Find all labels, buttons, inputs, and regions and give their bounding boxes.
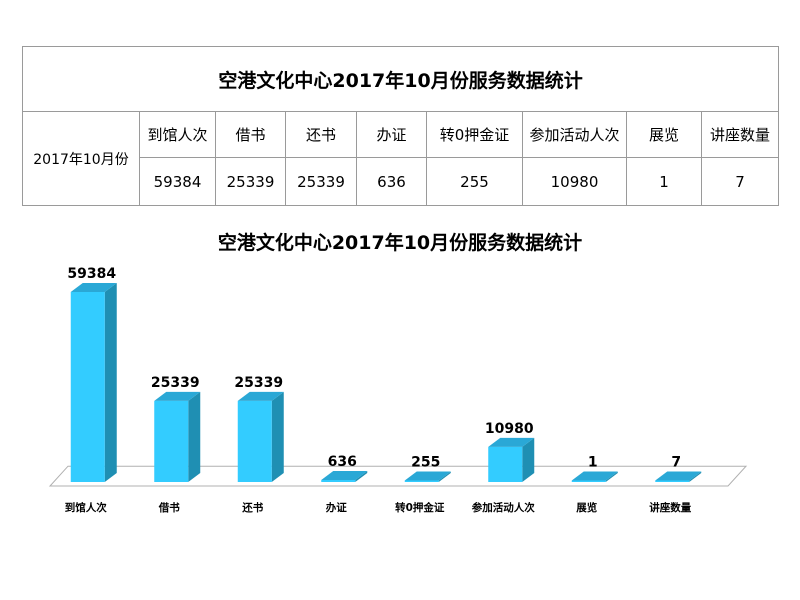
table-title-row: 空港文化中心2017年10月份服务数据统计 <box>21 46 780 112</box>
bar-7 <box>655 480 690 482</box>
tick-label-7: 讲座数量 <box>649 501 691 514</box>
bar-side-7 <box>689 471 702 482</box>
bar-6 <box>571 480 606 482</box>
bar-top-0 <box>70 283 117 292</box>
bar-top-1 <box>154 391 201 401</box>
bar-top-3 <box>321 470 368 480</box>
bar-top-5 <box>488 437 535 447</box>
bar-5 <box>488 446 523 482</box>
tick-label-0: 到馆人次 <box>65 501 107 514</box>
value-cell: 1 <box>626 157 702 206</box>
bar-top-2 <box>237 391 284 401</box>
bar-top-6 <box>571 471 618 481</box>
bar-top-7 <box>655 471 702 481</box>
bar-side-2 <box>271 391 284 482</box>
value-cell: 636 <box>356 157 427 206</box>
bar-1 <box>154 400 189 482</box>
table-title: 空港文化中心2017年10月份服务数据统计 <box>21 46 780 112</box>
bar-side-1 <box>188 391 201 482</box>
value-cell: 59384 <box>139 157 216 206</box>
bar-0 <box>70 292 105 482</box>
tick-label-5: 参加活动人次 <box>472 501 535 514</box>
header-cell: 转0押金证 <box>426 111 523 158</box>
data-label-2: 25339 <box>234 375 283 391</box>
tick-label-4: 转0押金证 <box>395 501 445 514</box>
bar-4 <box>404 480 439 482</box>
value-cell: 10980 <box>522 157 627 206</box>
data-label-6: 1 <box>588 455 598 471</box>
data-label-3: 636 <box>328 454 357 470</box>
bar-top-4 <box>404 471 451 481</box>
chart-title: 空港文化中心2017年10月份服务数据统计 <box>217 232 583 254</box>
tick-label-6: 展览 <box>576 501 597 514</box>
data-label-7: 7 <box>671 455 681 471</box>
value-cell: 255 <box>426 157 523 206</box>
table-header-row: 2017年10月份 到馆人次 借书 还书 办证 转0押金证 参加活动人次 展览 … <box>22 111 780 206</box>
header-cell: 展览 <box>626 111 702 158</box>
header-cell: 参加活动人次 <box>522 111 627 158</box>
data-label-1: 25339 <box>151 375 200 391</box>
bar-side-4 <box>438 471 451 482</box>
header-cell: 讲座数量 <box>700 111 780 158</box>
bar-side-6 <box>605 471 618 482</box>
tick-label-3: 办证 <box>326 501 347 514</box>
bar-2 <box>237 400 272 482</box>
value-cell: 25339 <box>215 157 286 206</box>
bar-side-3 <box>355 470 368 482</box>
bar-3 <box>321 479 356 482</box>
bar-side-5 <box>522 437 535 482</box>
value-cell: 7 <box>700 157 780 206</box>
data-label-0: 59384 <box>67 266 116 282</box>
data-label-5: 10980 <box>485 421 534 437</box>
stats-table: 空港文化中心2017年10月份服务数据统计 2017年10月份 到馆人次 借书 … <box>21 46 780 206</box>
row-label: 2017年10月份 <box>22 111 140 206</box>
tick-label-1: 借书 <box>158 501 180 514</box>
bar-side-0 <box>104 283 117 482</box>
table-value-row: 59384 25339 25339 636 255 10980 1 7 <box>23 157 780 206</box>
header-cell: 借书 <box>215 111 286 158</box>
data-label-4: 255 <box>411 455 440 471</box>
tick-label-2: 还书 <box>241 501 263 514</box>
